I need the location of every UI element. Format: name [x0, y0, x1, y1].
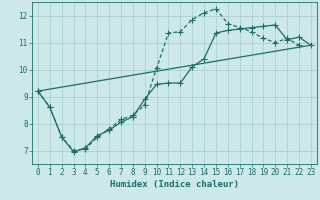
X-axis label: Humidex (Indice chaleur): Humidex (Indice chaleur) [110, 180, 239, 189]
